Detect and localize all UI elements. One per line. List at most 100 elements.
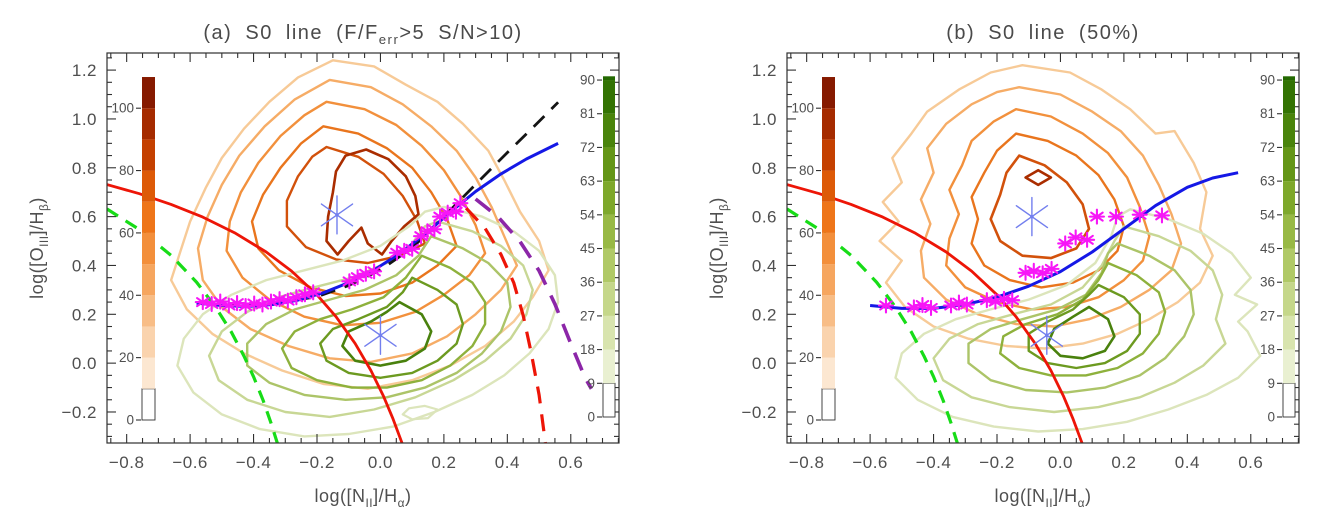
colorbar-tick-label: 0 — [587, 410, 595, 425]
y-tick-label: −0.2 — [61, 403, 97, 422]
colorbar-segment — [603, 76, 615, 81]
x-tick-label: −0.4 — [916, 453, 952, 472]
red-dashed-line — [464, 207, 547, 443]
colorbar-segment — [602, 382, 616, 418]
kauffmann-sf-line — [107, 207, 279, 443]
green-contour — [245, 234, 512, 401]
colorbar-segment — [822, 201, 835, 233]
green-contour — [280, 254, 487, 389]
colorbar-tick-label: 27 — [1260, 308, 1275, 323]
y-tick-label: 0.8 — [72, 159, 97, 178]
y-axis-label: log([OIII]/Hβ) — [27, 197, 51, 299]
colorbar-segment — [822, 139, 835, 171]
x-tick-label: 0.0 — [368, 453, 393, 472]
y-axis-label: log([OIII]/Hβ) — [707, 197, 731, 299]
colorbar-segment — [1283, 214, 1295, 249]
s0-sequence-asterisk — [212, 293, 229, 310]
colorbar-segment — [822, 232, 835, 265]
y-tick-label: 0.4 — [752, 256, 777, 275]
colorbar-segment — [603, 147, 615, 182]
colorbar-segment — [603, 282, 615, 316]
y-tick-label: 0.0 — [72, 354, 97, 373]
colorbar-tick-label: 18 — [580, 342, 595, 357]
s0-sequence-asterisk — [404, 240, 421, 257]
colorbar-segment — [1283, 315, 1295, 350]
population-peak-asterisk — [320, 195, 354, 235]
x-tick-label: 0.4 — [1175, 453, 1200, 472]
colorbar-segment — [822, 357, 835, 389]
colorbar-segment — [603, 113, 615, 148]
colorbar-segment — [1283, 113, 1295, 148]
orange-contour — [250, 125, 458, 298]
colorbar-right: 0 9 18 27 36 45 54 63 72 81 90 — [1260, 73, 1296, 425]
s0-sequence-asterisk — [922, 299, 940, 317]
colorbar-tick-label: 81 — [580, 106, 595, 121]
colorbar-segment — [142, 108, 155, 140]
orange-contour — [878, 63, 1214, 350]
colorbar-tick-label: 40 — [119, 288, 134, 303]
y-tick-label: 1.0 — [72, 110, 97, 129]
colorbar-segment — [142, 170, 155, 202]
x-tick-label: −0.8 — [109, 453, 145, 472]
colorbar-segment — [142, 232, 155, 265]
colorbar-segment — [603, 248, 615, 283]
colorbar-tick-label: 81 — [1260, 106, 1275, 121]
colorbar-segment — [603, 349, 615, 384]
colorbar-tick-label: 36 — [1260, 275, 1275, 290]
x-tick-label: 0.6 — [1238, 453, 1263, 472]
colorbar-segment — [603, 80, 615, 114]
y-tick-label: 0.6 — [72, 208, 97, 227]
x-tick-label: −0.8 — [789, 453, 825, 472]
orange-contour — [970, 132, 1126, 289]
black-dashed-line — [221, 101, 560, 307]
y-tick-label: 0.2 — [72, 305, 97, 324]
colorbar-tick-label: 90 — [580, 73, 595, 88]
colorbar-tick-label: 90 — [1260, 73, 1275, 88]
colorbar-tick-label: 100 — [111, 101, 134, 116]
population-peak-asterisk — [1015, 196, 1049, 237]
green-contour — [999, 261, 1167, 377]
kewley-max-starburst-line — [787, 183, 1084, 443]
s0-sequence-asterisk — [1153, 207, 1171, 224]
colorbar-tick-label: 36 — [580, 275, 595, 290]
colorbar-tick-label: 100 — [791, 101, 814, 116]
colorbar-segment — [603, 315, 615, 350]
s0-sequence-asterisk — [877, 297, 895, 314]
colorbar-tick-label: 0 — [1267, 410, 1275, 425]
colorbar-right: 0 9 18 27 36 45 54 63 72 81 90 — [580, 73, 616, 425]
s0-sequence-asterisk — [1079, 231, 1096, 248]
x-tick-label: 0.2 — [431, 453, 456, 472]
x-tick-label: 0.4 — [495, 453, 520, 472]
colorbar-tick-label: 18 — [1260, 342, 1275, 357]
colorbar-segment — [822, 108, 835, 140]
y-tick-label: 0.6 — [752, 208, 777, 227]
x-axis-label: log([NII]/Hα) — [314, 486, 411, 510]
colorbar-tick-label: 60 — [119, 225, 134, 240]
colorbar-tick-label: 72 — [580, 140, 595, 155]
y-tick-label: 1.2 — [752, 61, 777, 80]
s0-sequence-asterisk — [1034, 265, 1051, 282]
x-axis-label: log([NII]/Hα) — [994, 486, 1091, 510]
orange-contour — [196, 78, 519, 364]
colorbar-segment — [142, 201, 155, 233]
y-tick-label: 0.2 — [752, 305, 777, 324]
panel-a: −0.8 −0.6 −0.4 −0.2 0.0 0.2 0.4 0.6 −0.2 0.0 0.2 0.… — [27, 22, 620, 510]
colorbar-tick-label: 45 — [1260, 241, 1275, 256]
colorbar-segment — [821, 388, 836, 421]
colorbar-tick-label: 40 — [799, 288, 814, 303]
s0-sequence-asterisk — [366, 263, 383, 280]
y-tick-label: 1.0 — [752, 110, 777, 129]
green-contour — [1027, 283, 1142, 370]
colorbar-segment — [1283, 80, 1295, 114]
colorbar-segment — [1283, 181, 1295, 215]
colorbar-tick-label: 20 — [119, 350, 134, 365]
kewley-max-starburst-line — [107, 183, 404, 443]
panel-title: (a) S0 line (F/Ferr>5 S/N>10) — [203, 22, 522, 47]
s0-sequence-asterisk — [1004, 292, 1021, 309]
colorbar-tick-label: 9 — [587, 376, 595, 391]
colorbar-left: 0 20 40 60 80 100 — [791, 77, 836, 428]
orange-contour — [285, 145, 427, 265]
green-contour — [1046, 305, 1116, 360]
y-tick-label: 1.2 — [72, 61, 97, 80]
